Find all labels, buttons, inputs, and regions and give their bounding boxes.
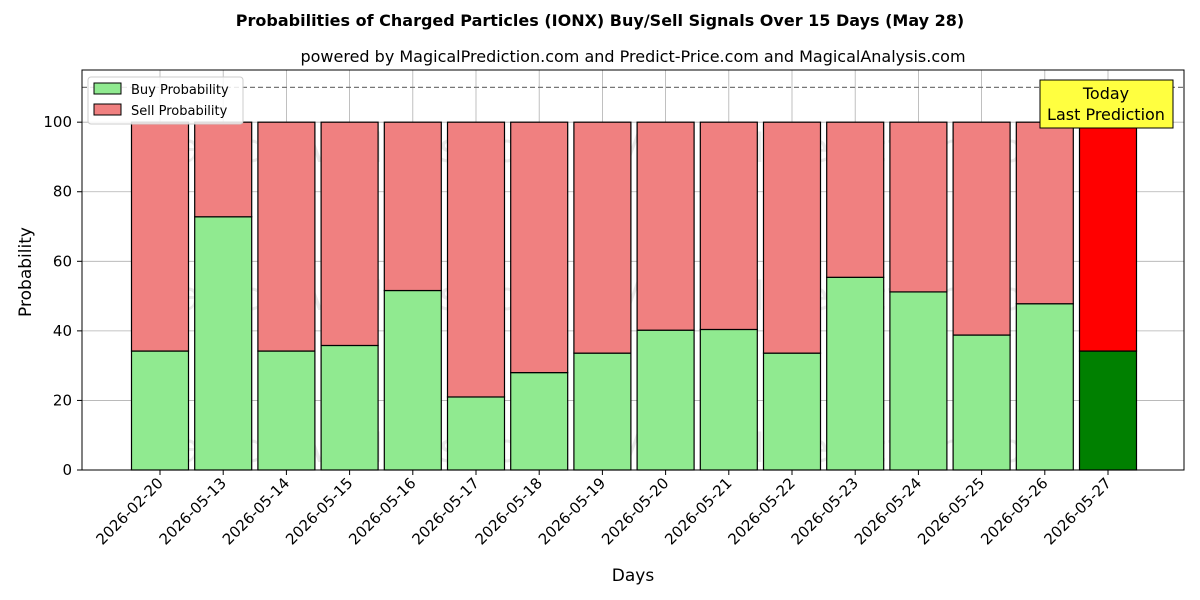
buy-bar <box>762 352 822 471</box>
x-tick-label: 2026-05-27 <box>1040 474 1114 548</box>
y-tick-label: 100 <box>43 113 72 131</box>
bars-layer <box>130 121 1138 471</box>
x-tick-label: 2026-05-14 <box>219 474 293 548</box>
plot-frame <box>81 69 1185 471</box>
sell-bar <box>510 121 569 374</box>
legend-label: Buy Probability <box>131 83 229 98</box>
sell-bar <box>130 121 190 352</box>
x-tick-label: 2026-05-19 <box>535 474 609 548</box>
buy-bar <box>510 372 569 471</box>
annotation-line: Last Prediction <box>1047 105 1165 124</box>
sell-bar <box>636 121 695 331</box>
x-tick-label: 2026-05-24 <box>851 474 925 548</box>
buy-bar <box>130 350 190 471</box>
y-tick-label: 20 <box>53 391 72 409</box>
today-annotation: Today Last Prediction <box>1039 79 1174 129</box>
legend: Buy Probability Sell Probability <box>87 76 244 125</box>
sell-bar <box>573 121 632 354</box>
chart-subtitle: powered by MagicalPrediction.com and Pre… <box>300 47 965 66</box>
sell-bar <box>446 121 506 398</box>
buy-bar <box>446 396 506 471</box>
sell-bar <box>194 121 253 218</box>
sell-bar <box>1015 121 1074 305</box>
legend-label: Sell Probability <box>131 104 228 119</box>
x-tick-label: 2026-05-26 <box>977 474 1051 548</box>
sell-bar <box>952 121 1011 336</box>
sell-bar <box>1078 121 1138 352</box>
x-tick-label: 2026-02-20 <box>92 474 166 548</box>
x-tick-label: 2026-05-16 <box>345 474 419 548</box>
legend-swatch <box>93 82 122 95</box>
sell-bar <box>826 121 885 278</box>
buy-bar <box>952 334 1011 471</box>
y-tick-label: 0 <box>62 461 72 479</box>
x-tick-label: 2026-05-22 <box>724 474 798 548</box>
x-tick-label: 2026-05-18 <box>472 474 546 548</box>
legend-swatch <box>93 103 122 116</box>
x-axis-label: Days <box>612 566 655 586</box>
sell-bar <box>762 121 822 354</box>
sell-bar <box>889 121 948 293</box>
annotation-box <box>1039 79 1174 129</box>
legend-box <box>87 76 244 125</box>
chart-title: Probabilities of Charged Particles (IONX… <box>236 11 964 30</box>
buy-bar <box>699 328 758 471</box>
buy-bar <box>1078 350 1138 471</box>
sell-bar <box>699 121 758 331</box>
sell-bar <box>257 121 316 352</box>
x-tick-label: 2026-05-17 <box>408 474 482 548</box>
x-tick-label: 2026-05-13 <box>156 474 230 548</box>
buy-bar <box>194 216 253 471</box>
buy-bar <box>320 344 379 471</box>
x-tick-label: 2026-05-21 <box>661 474 735 548</box>
x-tick-label: 2026-05-15 <box>282 474 356 548</box>
y-axis-label: Probability <box>16 227 36 317</box>
annotation-line: Today <box>1082 84 1129 103</box>
buy-bar <box>826 276 885 471</box>
x-tick-label: 2026-05-20 <box>598 474 672 548</box>
x-tick-label: 2026-05-25 <box>914 474 988 548</box>
sell-bar <box>320 121 379 347</box>
buy-bar <box>1015 303 1074 471</box>
sell-bar <box>383 121 442 292</box>
y-tick-label: 60 <box>53 252 72 270</box>
x-tick-label: 2026-05-23 <box>788 474 862 548</box>
y-tick-label: 40 <box>53 322 72 340</box>
buy-bar <box>636 329 695 471</box>
buy-bar <box>383 289 442 471</box>
buy-bar <box>573 352 632 471</box>
y-tick-label: 80 <box>53 183 72 201</box>
buy-bar <box>889 291 948 471</box>
buy-bar <box>257 350 316 471</box>
